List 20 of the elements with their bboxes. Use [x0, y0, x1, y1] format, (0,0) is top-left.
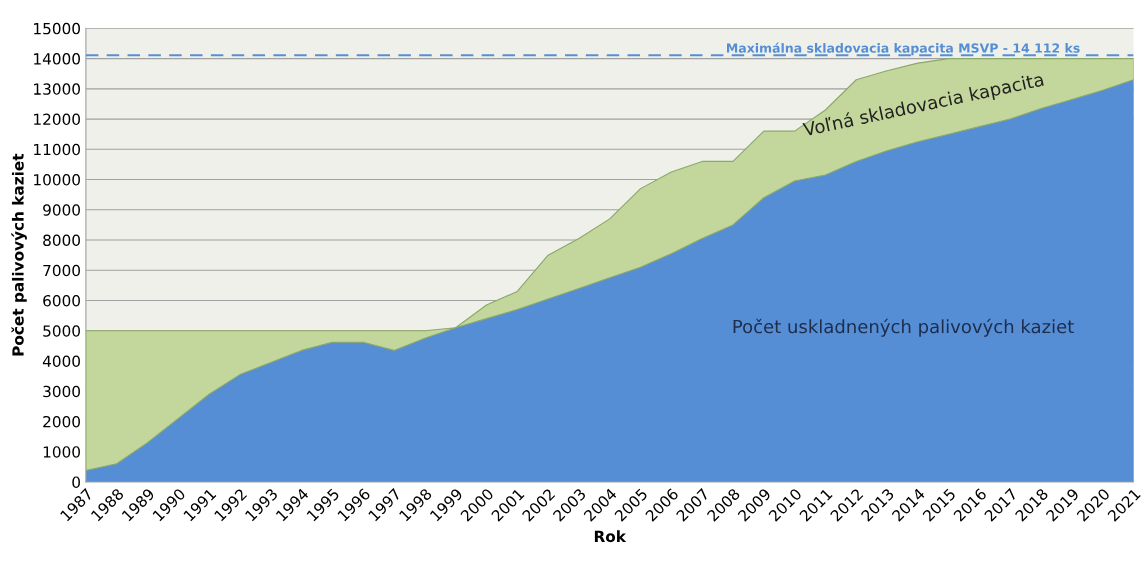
y-tick-label: 10000: [34, 174, 80, 186]
y-tick-label: 6000: [43, 294, 80, 307]
y-tick-label: 15000: [34, 22, 80, 35]
y-tick-label: 0: [72, 476, 80, 488]
y-tick-label: 12000: [34, 113, 80, 126]
y-tick-label: 13000: [34, 83, 80, 95]
y-tick-label: 2000: [43, 415, 80, 428]
x-axis-title: Rok: [594, 530, 627, 543]
y-axis-title: Počet palivových kaziet: [11, 153, 27, 356]
y-tick-label: 5000: [43, 325, 80, 337]
y-tick-label: 11000: [34, 143, 80, 156]
y-tick-label: 4000: [42, 355, 80, 368]
y-tick-label: 3000: [43, 385, 80, 398]
y-tick-label: 9000: [43, 204, 80, 216]
y-tick-label: 1000: [43, 446, 80, 458]
y-tick-label: 8000: [43, 234, 80, 247]
series-label: Počet uskladnených palivových kaziet: [733, 318, 1074, 337]
y-tick-label: 7000: [43, 264, 80, 277]
y-tick-label: 14000: [34, 53, 80, 65]
ref-line-label: Maximálna skladovacia kapacita MSVP - 14 112 ks: [727, 42, 1080, 56]
